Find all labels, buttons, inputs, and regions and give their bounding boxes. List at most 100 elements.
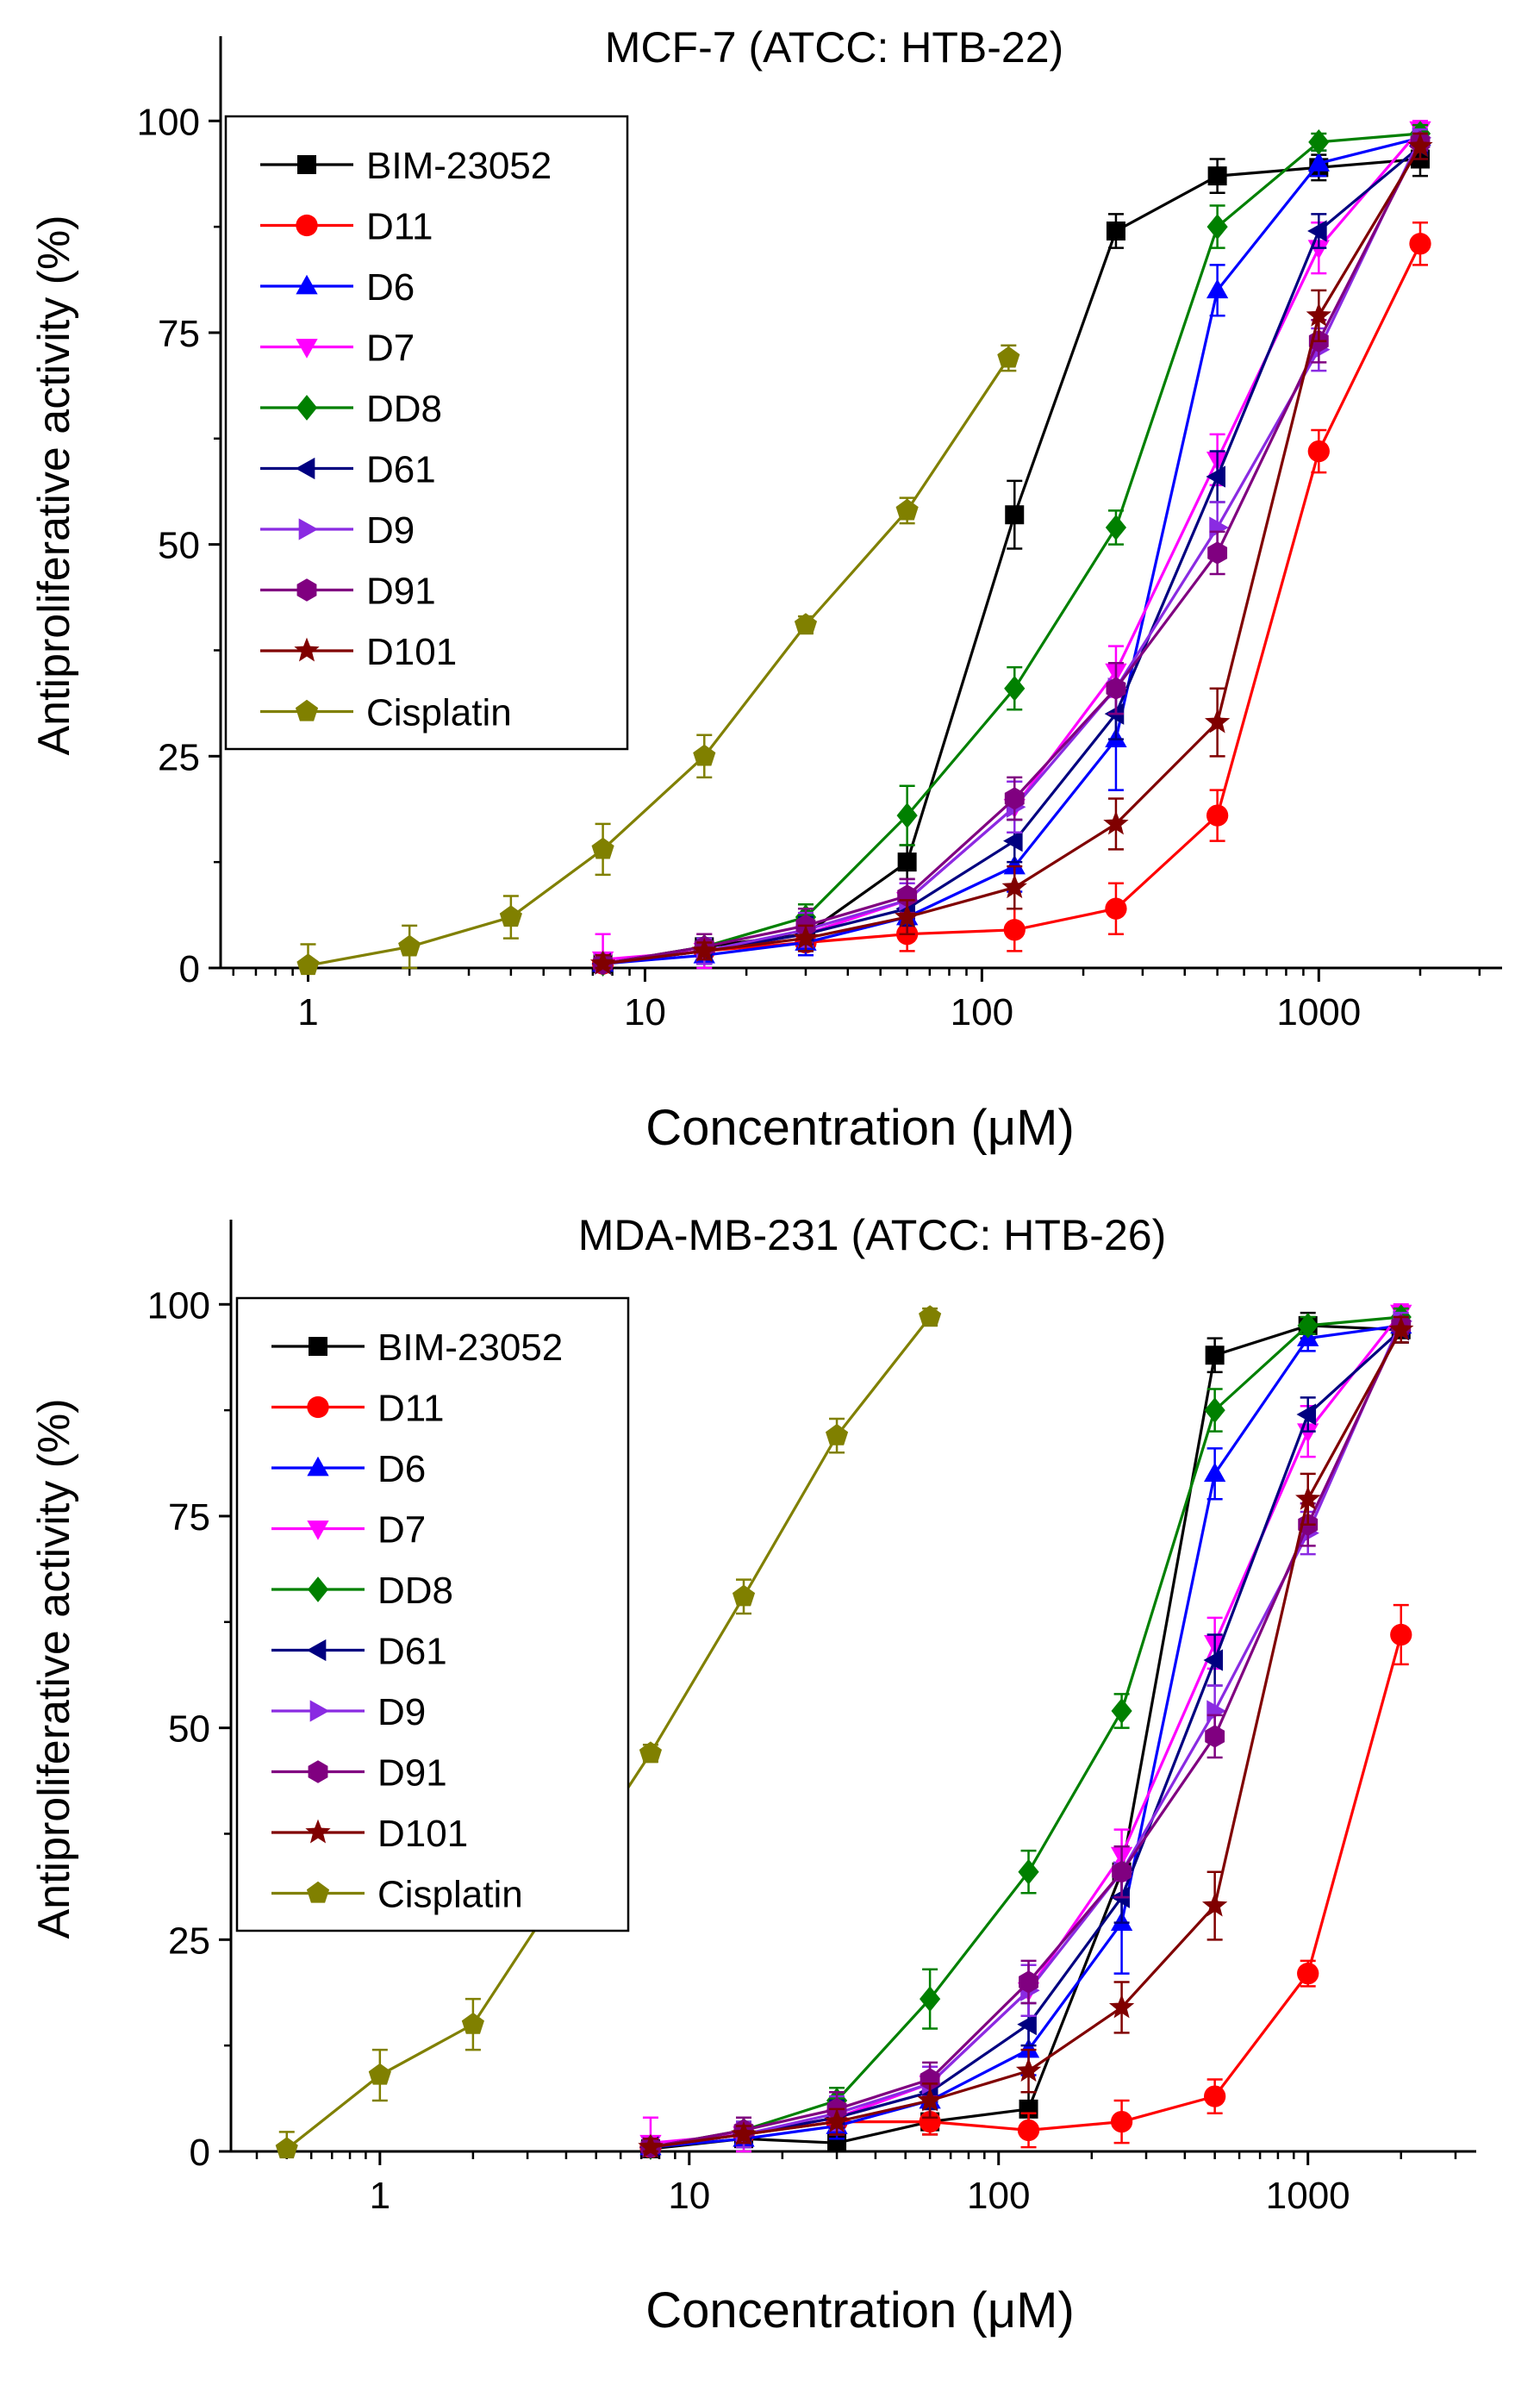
data-point (897, 884, 918, 908)
legend-box (224, 115, 629, 751)
legend-box (235, 1296, 630, 1932)
data-point (294, 637, 320, 662)
y-tick-label: 50 (158, 525, 200, 567)
data-point (919, 2110, 941, 2133)
data-point (307, 1520, 329, 1540)
data-point (1203, 1462, 1226, 1483)
data-point (499, 905, 522, 927)
data-point (1106, 677, 1126, 700)
data-point (1003, 829, 1023, 852)
data-point (589, 950, 616, 975)
legend-label: D11 (366, 206, 433, 248)
data-point (1295, 1485, 1321, 1510)
series-line (308, 357, 1010, 967)
data-point (296, 953, 320, 976)
data-point (1306, 302, 1331, 327)
data-point (1297, 1962, 1319, 1985)
data-point (296, 214, 318, 237)
y-tick-label: 75 (158, 313, 200, 355)
data-point (1015, 2057, 1042, 2082)
data-point (1108, 1994, 1135, 2019)
x-axis-label: Concentration (μM) (645, 2282, 1075, 2338)
data-point (1003, 854, 1026, 875)
chart-panel-mda-mb-231: MDA-MB-231 (ATCC: HTB-26) 0 25 50 75 100 1 10 1… (29, 1211, 1476, 2338)
legend-label: D91 (366, 571, 436, 613)
y-axis-label: Antiproliferative activity (%) (29, 215, 79, 755)
legend-label: D101 (366, 631, 457, 673)
data-point (1112, 1860, 1132, 1883)
data-point (1207, 541, 1228, 565)
legend-label: D6 (377, 1448, 426, 1490)
data-point (1409, 233, 1431, 255)
legend-label: Cisplatin (377, 1874, 523, 1916)
legend-label: D7 (377, 1509, 426, 1551)
x-tick-label: 1000 (1276, 991, 1361, 1033)
legend-label: D9 (377, 1691, 426, 1733)
data-point (1004, 787, 1025, 810)
x-tick-label: 10 (668, 2175, 710, 2217)
data-point (296, 578, 317, 602)
data-point (825, 1423, 849, 1445)
chart-panel-mcf7: MCF-7 (ATCC: HTB-22) 0 25 50 75 100 1 10 100 100… (29, 23, 1502, 1156)
data-point (307, 1456, 329, 1477)
data-point (1201, 1892, 1228, 1917)
data-point (306, 1639, 327, 1662)
legend-label: DD8 (377, 1570, 453, 1612)
series-cisplatin (275, 1305, 942, 2159)
data-point (1204, 709, 1231, 734)
data-point (920, 1986, 941, 2012)
data-point (1205, 1725, 1225, 1748)
y-tick-label: 0 (190, 2132, 210, 2174)
data-point (917, 2087, 943, 2112)
y-tick-label: 50 (168, 1708, 210, 1751)
y-tick-label: 25 (168, 1920, 210, 1962)
data-point (1017, 2119, 1040, 2142)
data-point (368, 2063, 391, 2085)
data-point (297, 155, 316, 174)
data-point (1296, 1403, 1317, 1426)
data-point (1017, 2038, 1040, 2058)
data-point (296, 274, 318, 295)
plot-area: 0 25 50 75 100 1 10 100 1000 BIM-23052 D11 D6 D7 DD8 D… (147, 1220, 1476, 2217)
data-point (295, 457, 315, 480)
data-point (894, 903, 920, 928)
data-point (639, 1741, 663, 1764)
y-tick-label: 0 (179, 948, 200, 990)
data-point (1106, 222, 1125, 241)
data-point (1390, 1623, 1412, 1646)
data-point (307, 1395, 329, 1419)
chart-title: MCF-7 (ATCC: HTB-22) (605, 23, 1063, 72)
data-point (693, 744, 716, 766)
data-point (1207, 166, 1227, 186)
legend-label: D9 (366, 509, 415, 552)
data-point (1203, 1649, 1223, 1671)
x-tick-label: 100 (951, 991, 1013, 1033)
data-point (295, 699, 319, 721)
data-point (731, 2120, 757, 2145)
data-point (1019, 1970, 1038, 1994)
data-point (1407, 133, 1433, 158)
legend-label: DD8 (366, 388, 442, 430)
data-point (1205, 1345, 1225, 1365)
legend-label: D11 (377, 1388, 444, 1430)
legend-label: BIM-23052 (377, 1327, 563, 1369)
plot-area: 0 25 50 75 100 1 10 100 1000 BIM-23052 D11 D6 D7 DD8 D… (137, 36, 1502, 1033)
data-point (298, 518, 319, 540)
legend-label: D6 (366, 266, 415, 309)
data-point (1206, 214, 1228, 240)
series-d101 (589, 132, 1433, 975)
data-point (1206, 1700, 1226, 1722)
x-tick-label: 1000 (1266, 2175, 1350, 2217)
data-point (1103, 810, 1129, 835)
data-point (591, 837, 614, 859)
data-point (296, 339, 318, 359)
legend-label: D7 (366, 328, 415, 370)
data-point (691, 937, 717, 962)
y-tick-label: 100 (147, 1284, 210, 1327)
data-point (1018, 1858, 1039, 1885)
data-point (824, 2108, 850, 2133)
data-point (997, 346, 1020, 368)
data-point (296, 395, 318, 421)
x-axis-label: Concentration (μM) (645, 1100, 1075, 1156)
data-point (1206, 278, 1229, 299)
